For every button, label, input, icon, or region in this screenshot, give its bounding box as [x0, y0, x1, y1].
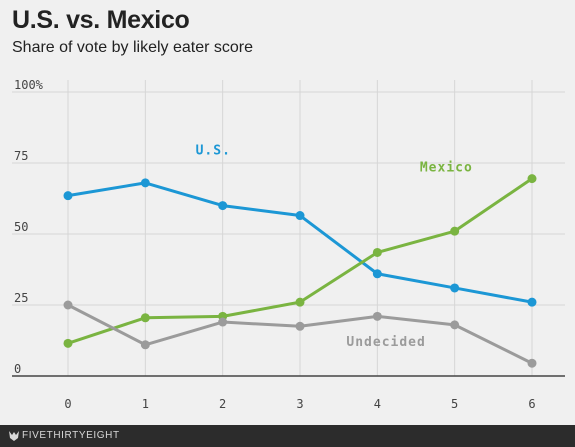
x-tick-label: 6: [528, 397, 535, 411]
x-tick-label: 2: [219, 397, 226, 411]
series-label-u-s: U.S.: [196, 143, 231, 158]
x-tick-label: 1: [142, 397, 149, 411]
x-tick-label: 5: [451, 397, 458, 411]
data-point-mexico: [527, 174, 537, 184]
data-point-undecided: [140, 340, 150, 350]
footer-brand: FIVETHIRTYEIGHT: [22, 430, 120, 441]
y-tick-label: 25: [14, 291, 28, 305]
footer-bar: FIVETHIRTYEIGHT: [0, 425, 575, 447]
data-point-mexico: [140, 313, 150, 323]
data-point-undecided: [450, 320, 460, 330]
data-point-u-s: [450, 283, 460, 293]
data-point-mexico: [450, 226, 460, 236]
y-tick-label: 100%: [14, 78, 44, 92]
data-point-u-s: [527, 297, 537, 307]
chart-title: U.S. vs. Mexico: [12, 6, 190, 34]
data-point-u-s: [140, 178, 150, 188]
data-point-undecided: [295, 321, 305, 331]
chart-subtitle: Share of vote by likely eater score: [12, 39, 254, 56]
series-label-undecided: Undecided: [346, 335, 425, 350]
data-point-mexico: [63, 338, 73, 348]
y-tick-label: 0: [14, 362, 21, 376]
x-tick-label: 4: [374, 397, 381, 411]
data-point-undecided: [372, 311, 382, 321]
line-chart: 0 25 50 75 100% 0 1 2 3 4 5 6 U.S. Mexico Undecided: [12, 78, 565, 411]
data-point-undecided: [218, 317, 228, 327]
data-point-undecided: [527, 358, 537, 368]
series-label-mexico: Mexico: [420, 161, 473, 176]
data-point-undecided: [63, 300, 73, 310]
data-point-u-s: [63, 191, 73, 201]
data-point-mexico: [372, 247, 382, 257]
data-point-mexico: [295, 297, 305, 307]
y-tick-label: 75: [14, 149, 28, 163]
x-tick-label: 0: [64, 397, 71, 411]
data-point-u-s: [295, 211, 305, 221]
data-point-u-s: [372, 269, 382, 279]
y-tick-label: 50: [14, 220, 28, 234]
data-point-u-s: [218, 201, 228, 211]
fivethirtyeight-fox-icon: [9, 431, 19, 441]
x-tick-label: 3: [296, 397, 303, 411]
